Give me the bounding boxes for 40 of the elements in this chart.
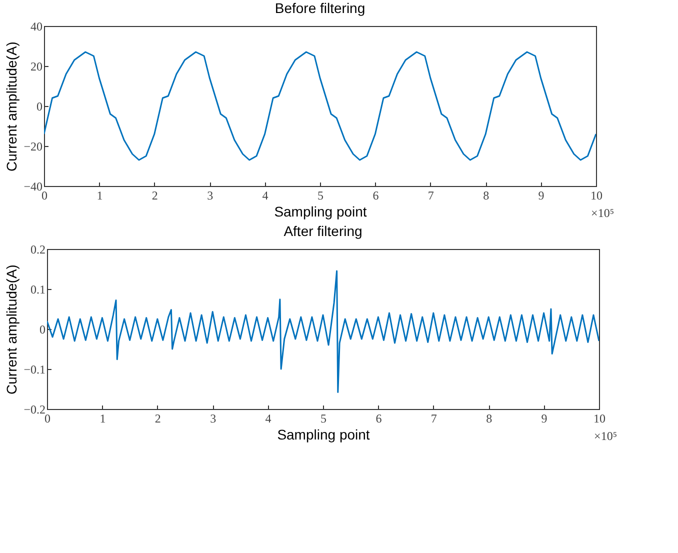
y-tick-label: 0.1 [30,282,46,296]
chart-title: Before filtering [274,0,366,16]
x-axis-title: Sampling point [274,204,367,220]
x-tick-label: 3 [207,188,214,202]
x-tick-label: 8 [483,188,490,202]
x-tick-label: 3 [210,412,216,426]
x-tick-label: 1 [96,188,103,202]
x-tick-label: 10 [590,188,602,202]
y-tick-label: −0.2 [24,402,46,416]
x-tick-label: 4 [262,188,268,202]
y-axis-title: Current amplitude(A) [4,264,20,394]
x-tick-label: 9 [541,412,548,426]
y-tick-label: 0 [36,100,42,114]
x-tick-label: 4 [265,412,272,426]
x-tick-label: 1 [100,412,106,426]
y-tick-label: −40 [24,180,42,194]
x-tick-label: 2 [152,188,158,202]
line-series [47,270,599,393]
x-tick-label: 5 [320,412,326,426]
y-tick-label: 40 [30,20,42,34]
x-tick-label: 6 [372,188,379,202]
x-tick-label: 7 [428,188,434,202]
y-tick-label: 20 [30,60,42,74]
chart-title: After filtering [284,223,362,239]
x-tick-label: 5 [318,188,324,202]
x-tick-label: 9 [538,188,544,202]
y-tick-label: 0 [40,322,46,336]
text: ×10⁵ [591,206,614,220]
text: ×10⁵ [594,429,617,443]
y-tick-label: 0.2 [30,242,46,256]
x-tick-label: 10 [594,412,606,426]
x-tick-label: 8 [486,412,492,426]
y-tick-label: −0.1 [24,362,46,376]
x-tick-label: 7 [430,412,437,426]
line-series [44,51,596,161]
y-axis-title: Current amplitude(A) [4,42,20,172]
x-tick-label: 2 [154,412,161,426]
x-tick-label: 6 [376,412,382,426]
x-axis-title: Sampling point [277,426,370,442]
y-tick-label: −20 [24,140,42,154]
